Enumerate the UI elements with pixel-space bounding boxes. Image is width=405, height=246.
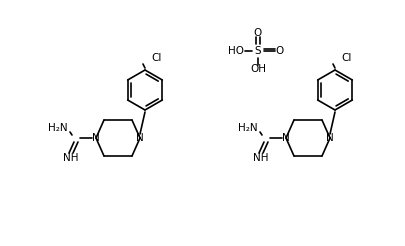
Text: OH: OH	[250, 64, 266, 74]
Text: HO: HO	[228, 46, 244, 56]
Text: Cl: Cl	[341, 53, 352, 63]
Text: N: N	[92, 133, 100, 143]
Text: N: N	[282, 133, 290, 143]
Text: Cl: Cl	[151, 53, 161, 63]
Text: H₂N: H₂N	[238, 123, 258, 133]
Text: O: O	[276, 46, 284, 56]
Text: H₂N: H₂N	[48, 123, 68, 133]
Text: S: S	[255, 46, 261, 56]
Text: N: N	[326, 133, 334, 143]
Text: NH: NH	[253, 153, 269, 163]
Text: N: N	[136, 133, 144, 143]
Text: O: O	[254, 28, 262, 38]
Text: NH: NH	[63, 153, 79, 163]
